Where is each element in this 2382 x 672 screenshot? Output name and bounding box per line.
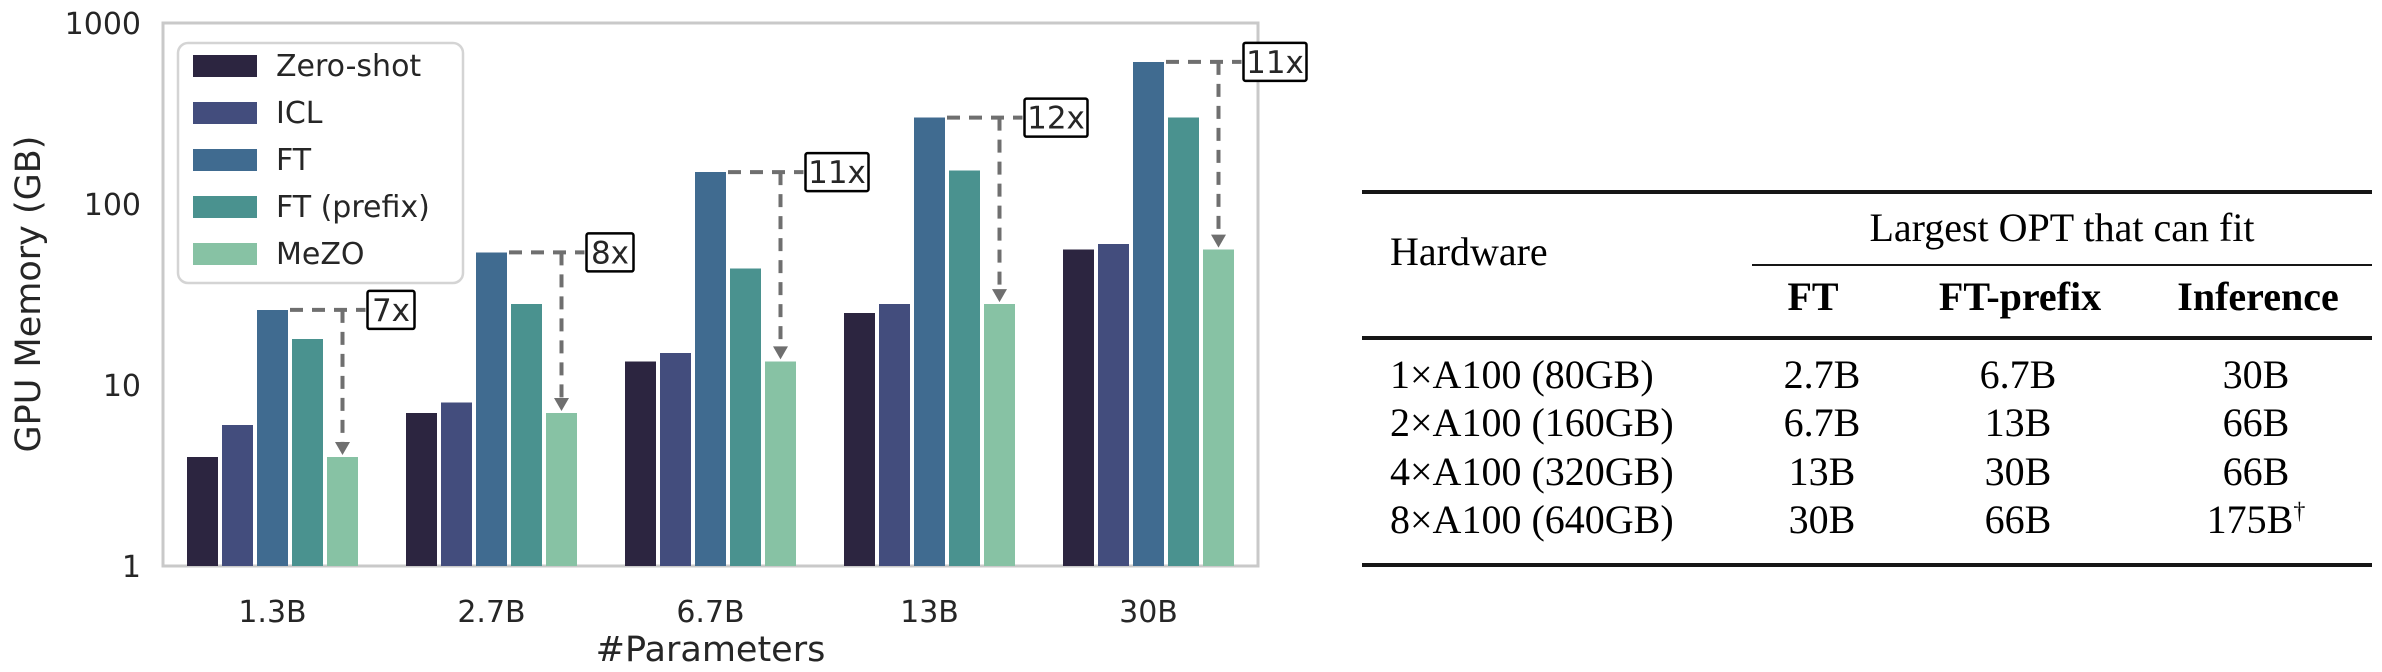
annotation-label-2.7B: 8x: [591, 235, 629, 271]
annotation-box-2.7B: [585, 232, 635, 273]
table-col-header-ft: FT: [1787, 274, 1839, 319]
table-cell: 66B: [1984, 497, 2052, 542]
legend-swatch-icl: [193, 102, 257, 124]
legend-swatch-mezo: [193, 243, 257, 265]
table-cell: 13B: [1788, 449, 1856, 494]
table-header-hardware: Hardware: [1390, 229, 1548, 274]
bar-mezo-6.7B: [765, 361, 796, 566]
legend-label-ft-prefix-: FT (prefix): [276, 190, 430, 225]
legend-label-zero-shot: Zero-shot: [276, 49, 421, 84]
legend-label-icl: ICL: [276, 96, 323, 131]
bar-mezo-2.7B: [546, 413, 577, 566]
legend-swatch-zero-shot: [193, 55, 257, 77]
table-cell: 30B: [1788, 497, 1856, 542]
annotation-label-6.7B: 11x: [808, 155, 866, 191]
bar-icl-30B: [1098, 244, 1129, 566]
x-tick-label-6.7B: 6.7B: [676, 595, 744, 630]
table-cell: 30B: [1984, 449, 2052, 494]
x-tick-label-30B: 30B: [1119, 595, 1178, 630]
table-rule-mid: [1362, 336, 2372, 340]
table-rule-cmid: [1752, 264, 2372, 266]
bar-zero-shot-1.3B: [187, 457, 218, 566]
bar-ft-30B: [1133, 61, 1164, 567]
legend-label-ft: FT: [276, 143, 312, 178]
bar-icl-13B: [879, 304, 910, 566]
table-row-hardware: 4×A100 (320GB): [1390, 449, 1674, 494]
y-tick-label-1: 1: [122, 550, 141, 585]
legend-swatch-ft-prefix-: [193, 196, 257, 218]
table-cell: 66B: [2222, 449, 2290, 494]
bar-mezo-30B: [1203, 249, 1234, 566]
bar-ft-prefix--30B: [1168, 117, 1199, 566]
bar-zero-shot-6.7B: [625, 361, 656, 566]
annotation-box-30B: [1242, 41, 1308, 83]
bar-ft-prefix--2.7B: [511, 304, 542, 566]
y-tick-label-1000: 1000: [65, 7, 141, 42]
table-col-header-inference: Inference: [2177, 274, 2339, 319]
y-tick-label-10: 10: [103, 369, 141, 404]
bar-ft-6.7B: [695, 172, 726, 566]
annotation-box-13B: [1023, 97, 1089, 138]
table-cell: 6.7B: [1783, 400, 1861, 445]
bar-zero-shot-2.7B: [406, 413, 437, 566]
bar-ft-prefix--6.7B: [730, 268, 761, 566]
table-rule-top: [1362, 190, 2372, 194]
bar-zero-shot-13B: [844, 313, 875, 566]
bar-icl-1.3B: [222, 425, 253, 566]
annotation-arrowhead-13B: [992, 289, 1007, 303]
annotation-box-1.3B: [366, 289, 416, 331]
annotation-arrowhead-6.7B: [773, 346, 788, 360]
bar-ft-1.3B: [257, 309, 288, 566]
dagger-footnote-mark: †: [2293, 498, 2306, 525]
legend-swatch-ft: [193, 149, 257, 171]
table-row-hardware: 1×A100 (80GB): [1390, 352, 1654, 397]
bar-icl-6.7B: [660, 353, 691, 566]
annotation-label-13B: 12x: [1027, 101, 1085, 137]
bar-ft-prefix--13B: [949, 170, 980, 566]
table-cell: 30B: [2222, 352, 2290, 397]
annotation-box-6.7B: [804, 151, 870, 193]
bar-mezo-1.3B: [327, 457, 358, 566]
bar-ft-2.7B: [476, 252, 507, 566]
legend-label-mezo: MeZO: [276, 237, 365, 272]
annotation-arrowhead-1.3B: [335, 442, 350, 456]
table-row-hardware: 2×A100 (160GB): [1390, 400, 1674, 445]
table-cell: 66B: [2222, 400, 2290, 445]
table-cell: 2.7B: [1783, 352, 1861, 397]
table-cell: 13B: [1984, 400, 2052, 445]
table-rule-bottom: [1362, 563, 2372, 567]
bar-mezo-13B: [984, 304, 1015, 566]
bar-zero-shot-30B: [1063, 249, 1094, 566]
x-tick-label-13B: 13B: [900, 595, 959, 630]
y-axis-label: GPU Memory (GB): [9, 136, 49, 453]
annotation-arrowhead-2.7B: [554, 398, 569, 412]
annotation-label-1.3B: 7x: [372, 293, 410, 329]
table-cell: 175B†: [2207, 495, 2306, 545]
table-span-header: Largest OPT that can fit: [1869, 205, 2255, 250]
x-axis-label: #Parameters: [596, 630, 826, 670]
annotation-label-30B: 11x: [1246, 45, 1304, 81]
gpu-memory-bar-chart: 1 10 100 1000 GPU Memory (GB) #Parameters 1.3B…: [9, 7, 1308, 670]
annotation-arrowhead-30B: [1211, 234, 1226, 248]
bar-ft-prefix--1.3B: [292, 338, 323, 566]
bar-ft-13B: [914, 117, 945, 566]
bar-icl-2.7B: [441, 402, 472, 566]
y-tick-label-100: 100: [84, 188, 141, 223]
table-col-header-ft-prefix: FT-prefix: [1938, 274, 2102, 319]
table-cell: 6.7B: [1979, 352, 2057, 397]
x-tick-label-2.7B: 2.7B: [457, 595, 525, 630]
x-tick-label-1.3B: 1.3B: [238, 595, 306, 630]
table-row-hardware: 8×A100 (640GB): [1390, 497, 1674, 542]
table-cell-value: 175B: [2206, 497, 2294, 542]
